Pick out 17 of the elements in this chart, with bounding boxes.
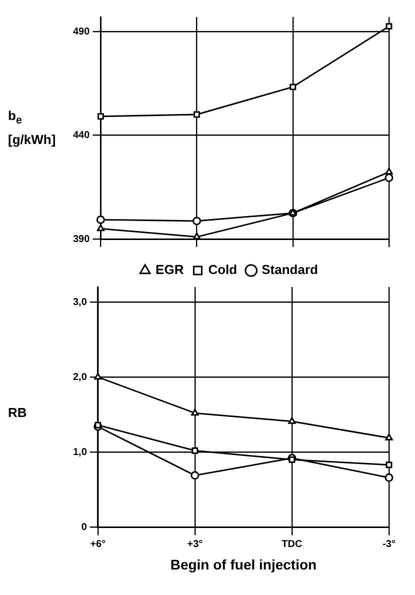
legend-label: EGR	[156, 262, 184, 278]
y-tick-label: 0	[81, 522, 88, 533]
legend-label: Cold	[208, 262, 238, 278]
y-tick-label: 440	[72, 130, 90, 142]
y-tick-label: 2,0	[72, 372, 88, 383]
x-axis-title: Begin of fuel injection	[170, 556, 317, 572]
y-tick-label: 390	[72, 234, 90, 245]
legend-label: Standard	[262, 262, 318, 278]
x-tick-label: +3°	[187, 538, 203, 550]
y-tick-label: 1,0	[72, 446, 88, 458]
y-axis-title: RB	[8, 404, 28, 422]
y-tick-label: 490	[72, 26, 90, 38]
x-tick-label: -3°	[382, 538, 396, 550]
y-axis-title: b$_{e}$ [g/kWh]	[8, 106, 57, 149]
x-tick-label: TDC	[282, 538, 302, 550]
x-tick-label: +6°	[90, 538, 106, 550]
y-tick-label: 3,0	[72, 296, 88, 308]
